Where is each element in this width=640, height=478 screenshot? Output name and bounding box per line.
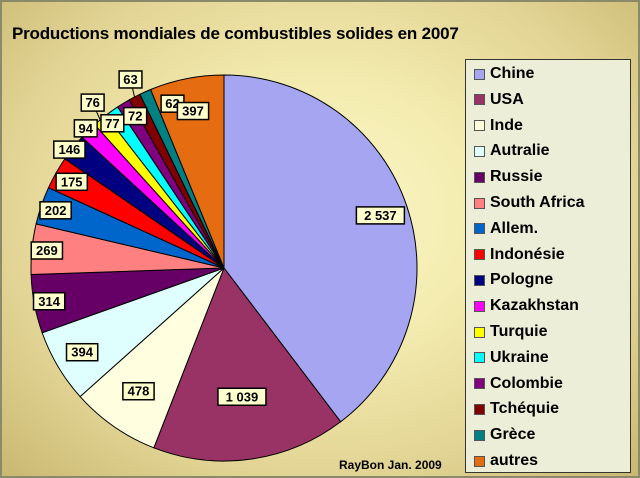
legend-item-autres: autres <box>474 451 538 471</box>
legend-swatch <box>474 94 485 106</box>
data-label-colombie: 72 <box>128 109 142 124</box>
legend-swatch <box>474 429 485 441</box>
legend-item-indonesie: Indonésie <box>474 245 565 265</box>
data-label-box-turquie <box>80 93 105 112</box>
data-label-box-allem <box>39 201 72 220</box>
credit-text: RayBon Jan. 2009 <box>339 458 442 472</box>
data-label-box-chine <box>355 206 406 225</box>
legend-label: Turquie <box>490 323 548 340</box>
legend-label: Autralie <box>490 142 550 160</box>
legend-label: Colombie <box>490 374 563 392</box>
data-label-box-russie <box>32 292 66 311</box>
data-label-inde: 478 <box>128 384 150 399</box>
data-label-box-autralie <box>65 342 99 362</box>
legend-item-turquie: Turquie <box>474 322 547 342</box>
legend-swatch <box>474 68 485 80</box>
data-label-allem: 202 <box>45 203 67 218</box>
chart-legend: Chine USA Inde Autralie Russie South Africa Al… <box>465 59 631 473</box>
data-label-grece: 62 <box>165 96 179 111</box>
legend-item-autralie: Autralie <box>474 141 550 161</box>
data-label-box-inde <box>122 381 155 401</box>
legend-swatch <box>474 249 485 261</box>
legend-item-kazakhstan: Kazakhstan <box>474 296 579 316</box>
data-label-box-colombie <box>123 106 148 126</box>
data-label-autres: 397 <box>182 104 204 119</box>
data-label-south-africa: 269 <box>36 243 58 258</box>
data-label-tchequie: 63 <box>123 72 137 87</box>
legend-swatch <box>474 197 485 209</box>
legend-item-tchequie: Tchéquie <box>474 399 559 419</box>
legend-label: Tchéquie <box>490 400 560 418</box>
data-label-box-tchequie <box>118 70 143 89</box>
data-label-kazakhstan: 94 <box>79 121 94 136</box>
legend-item-usa: USA <box>474 90 524 110</box>
chart-title: Productions mondiales de combustibles so… <box>12 24 459 43</box>
data-label-ukraine: 77 <box>105 116 119 131</box>
pie-slice-usa <box>153 266 342 462</box>
legend-item-south-africa: South Africa <box>474 193 585 213</box>
legend-swatch <box>474 403 485 415</box>
data-label-box-pologne <box>53 140 86 159</box>
legend-label: South Africa <box>490 194 585 211</box>
pie-slice-chine <box>223 74 418 423</box>
legend-swatch <box>474 300 485 312</box>
legend-label: Inde <box>490 116 523 134</box>
legend-item-colombie: Colombie <box>474 374 563 394</box>
legend-label: autres <box>490 452 539 469</box>
data-label-box-usa <box>217 387 267 407</box>
legend-swatch <box>474 326 485 338</box>
legend-label: Russie <box>490 168 543 186</box>
legend-label: Ukraine <box>490 348 549 366</box>
legend-label: Pologne <box>490 271 554 289</box>
data-label-box-indonesie <box>55 172 89 192</box>
data-label-usa: 1 039 <box>226 389 259 404</box>
legend-item-russie: Russie <box>474 167 542 187</box>
legend-label: Kazakhstan <box>490 297 579 315</box>
legend-swatch <box>474 378 485 390</box>
legend-label: USA <box>490 90 524 108</box>
legend-swatch <box>474 455 485 467</box>
legend-label: Allem. <box>490 219 539 237</box>
legend-label: Indonésie <box>490 245 565 263</box>
legend-swatch <box>474 274 485 286</box>
data-label-box-autres <box>176 101 210 121</box>
legend-item-allem: Allem. <box>474 219 538 239</box>
pie-slice-autres <box>149 74 225 269</box>
legend-swatch <box>474 145 485 157</box>
data-label-indonesie: 175 <box>61 174 83 189</box>
legend-item-ukraine: Ukraine <box>474 348 549 368</box>
data-label-box-south-africa <box>30 241 64 260</box>
legend-swatch <box>474 120 485 132</box>
legend-label: Grèce <box>490 426 536 444</box>
legend-swatch <box>474 171 485 183</box>
data-label-turquie: 76 <box>85 95 99 110</box>
data-label-autralie: 394 <box>71 345 93 360</box>
data-label-russie: 314 <box>38 294 60 309</box>
legend-label: Chine <box>490 65 535 82</box>
legend-item-inde: Inde <box>474 116 523 136</box>
data-label-chine: 2 537 <box>364 208 397 223</box>
data-label-pologne: 146 <box>59 142 81 157</box>
legend-swatch <box>474 352 485 364</box>
legend-item-pologne: Pologne <box>474 270 553 290</box>
data-label-box-kazakhstan <box>73 119 98 138</box>
legend-item-grece: Grèce <box>474 425 535 445</box>
legend-item-chine: Chine <box>474 64 534 84</box>
legend-swatch <box>474 223 485 235</box>
